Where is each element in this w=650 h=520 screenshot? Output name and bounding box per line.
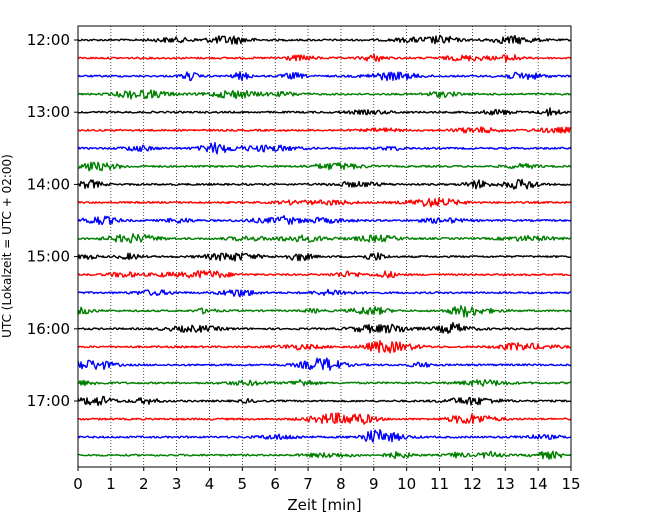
seismic-trace — [77, 178, 572, 190]
x-axis-label: Zeit [min] — [287, 496, 361, 514]
seismic-trace — [77, 450, 572, 460]
y-tick-label: 16:00 — [27, 320, 70, 338]
seismic-trace — [77, 126, 572, 134]
seismic-trace — [77, 288, 572, 298]
seismic-trace — [77, 378, 572, 387]
seismic-trace — [77, 89, 572, 100]
seismic-trace — [77, 233, 572, 244]
seismic-trace — [77, 412, 572, 425]
y-tick-label: 12:00 — [27, 31, 70, 49]
x-tick-label: 1 — [106, 475, 116, 493]
seismic-trace — [77, 305, 572, 318]
seismic-trace — [77, 107, 572, 117]
seismic-trace — [77, 357, 572, 371]
x-tick-label: 6 — [270, 475, 280, 493]
x-tick-label: 14 — [529, 475, 548, 493]
x-tick-label: 13 — [496, 475, 515, 493]
seismic-trace — [77, 215, 572, 226]
x-tick-label: 3 — [172, 475, 182, 493]
x-tick-label: 10 — [397, 475, 416, 493]
seismic-trace — [77, 34, 572, 45]
x-tick-label: 0 — [73, 475, 83, 493]
seismic-trace — [77, 53, 572, 63]
x-axis-ticks: 0 1 2 3 4 5 6 7 8 9 10 11 12 13 14 15 — [73, 467, 581, 493]
y-axis-label: UTC (Lokalzeit = UTC + 02:00) — [0, 154, 14, 338]
x-tick-label: 12 — [463, 475, 482, 493]
y-tick-label: 14:00 — [27, 175, 70, 193]
plot-frame — [77, 25, 572, 468]
x-tick-label: 11 — [430, 475, 449, 493]
seismic-trace — [77, 71, 572, 82]
x-tick-label: 9 — [369, 475, 379, 493]
seismic-trace — [77, 197, 572, 208]
y-axis-ticks: 12:00 13:00 14:00 15:00 16:00 17:00 — [27, 31, 78, 410]
x-tick-label: 7 — [303, 475, 313, 493]
y-tick-label: 15:00 — [27, 248, 70, 266]
seismic-trace — [77, 161, 572, 172]
seismic-trace — [77, 395, 572, 407]
seismic-trace — [77, 142, 572, 155]
y-tick-label: 13:00 — [27, 103, 70, 121]
seismic-trace — [77, 270, 572, 279]
x-tick-label: 5 — [238, 475, 248, 493]
seismic-trace — [77, 252, 572, 262]
seismic-trace — [77, 339, 572, 354]
x-tick-label: 4 — [205, 475, 215, 493]
x-tick-label: 15 — [561, 475, 580, 493]
seismic-trace — [77, 428, 572, 443]
y-tick-label: 17:00 — [27, 392, 70, 410]
traces — [77, 34, 572, 460]
x-tick-label: 8 — [336, 475, 346, 493]
x-tick-label: 2 — [139, 475, 149, 493]
seismic-trace — [77, 321, 572, 334]
